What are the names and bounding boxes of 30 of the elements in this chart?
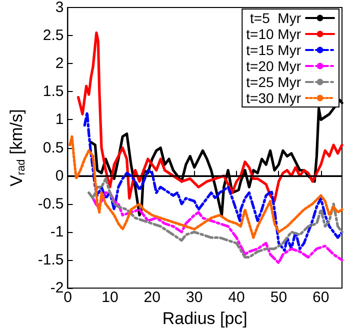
- y-tick-label: -1: [50, 223, 64, 240]
- legend-label: t=15 Myr: [246, 42, 302, 58]
- y-axis-title: Vrad [km/s]: [7, 109, 28, 186]
- legend-label: t=25 Myr: [246, 74, 302, 90]
- y-tick-label: -0.5: [38, 195, 64, 212]
- line-series: [68, 135, 344, 239]
- y-tick-label: -1.5: [38, 252, 64, 269]
- line-series: [83, 111, 344, 252]
- line-series: [76, 31, 344, 202]
- x-tick-label: 60: [312, 289, 330, 306]
- y-tick-label: 0.5: [42, 139, 64, 156]
- y-tick-label: 2: [55, 55, 64, 72]
- legend-label: t=30 Myr: [246, 90, 302, 106]
- x-tick-label: 50: [270, 289, 288, 306]
- y-tick-label: 3: [55, 0, 64, 16]
- y-tick-label: 1.5: [42, 83, 64, 100]
- x-tick-label: 10: [102, 289, 118, 306]
- y-tick-label: 2.5: [42, 27, 64, 44]
- line-series: [88, 177, 344, 259]
- line-series: [92, 191, 344, 264]
- y-tick-label: 1: [55, 111, 64, 128]
- y-tick-label: -2: [50, 280, 64, 297]
- legend-label: t=20 Myr: [246, 58, 302, 74]
- legend-label: t=10 Myr: [246, 26, 302, 42]
- x-axis-title: Radius [pc]: [162, 309, 248, 328]
- x-tick-label: 40: [228, 289, 245, 306]
- x-tick-label: 30: [186, 289, 203, 306]
- y-tick-label: 0: [55, 167, 64, 184]
- x-tick-label: 20: [144, 289, 160, 306]
- legend-label: t=5 Myr: [250, 10, 302, 26]
